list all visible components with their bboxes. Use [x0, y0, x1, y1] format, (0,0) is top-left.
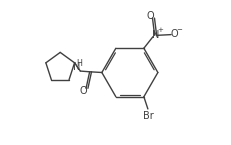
Text: N: N	[152, 30, 159, 40]
Text: O: O	[170, 29, 178, 39]
Text: O: O	[147, 10, 155, 20]
Text: H: H	[77, 59, 82, 68]
Text: N: N	[73, 62, 81, 72]
Text: O: O	[79, 86, 87, 96]
Text: +: +	[157, 27, 163, 33]
Text: −: −	[176, 27, 182, 33]
Text: Br: Br	[143, 111, 154, 121]
